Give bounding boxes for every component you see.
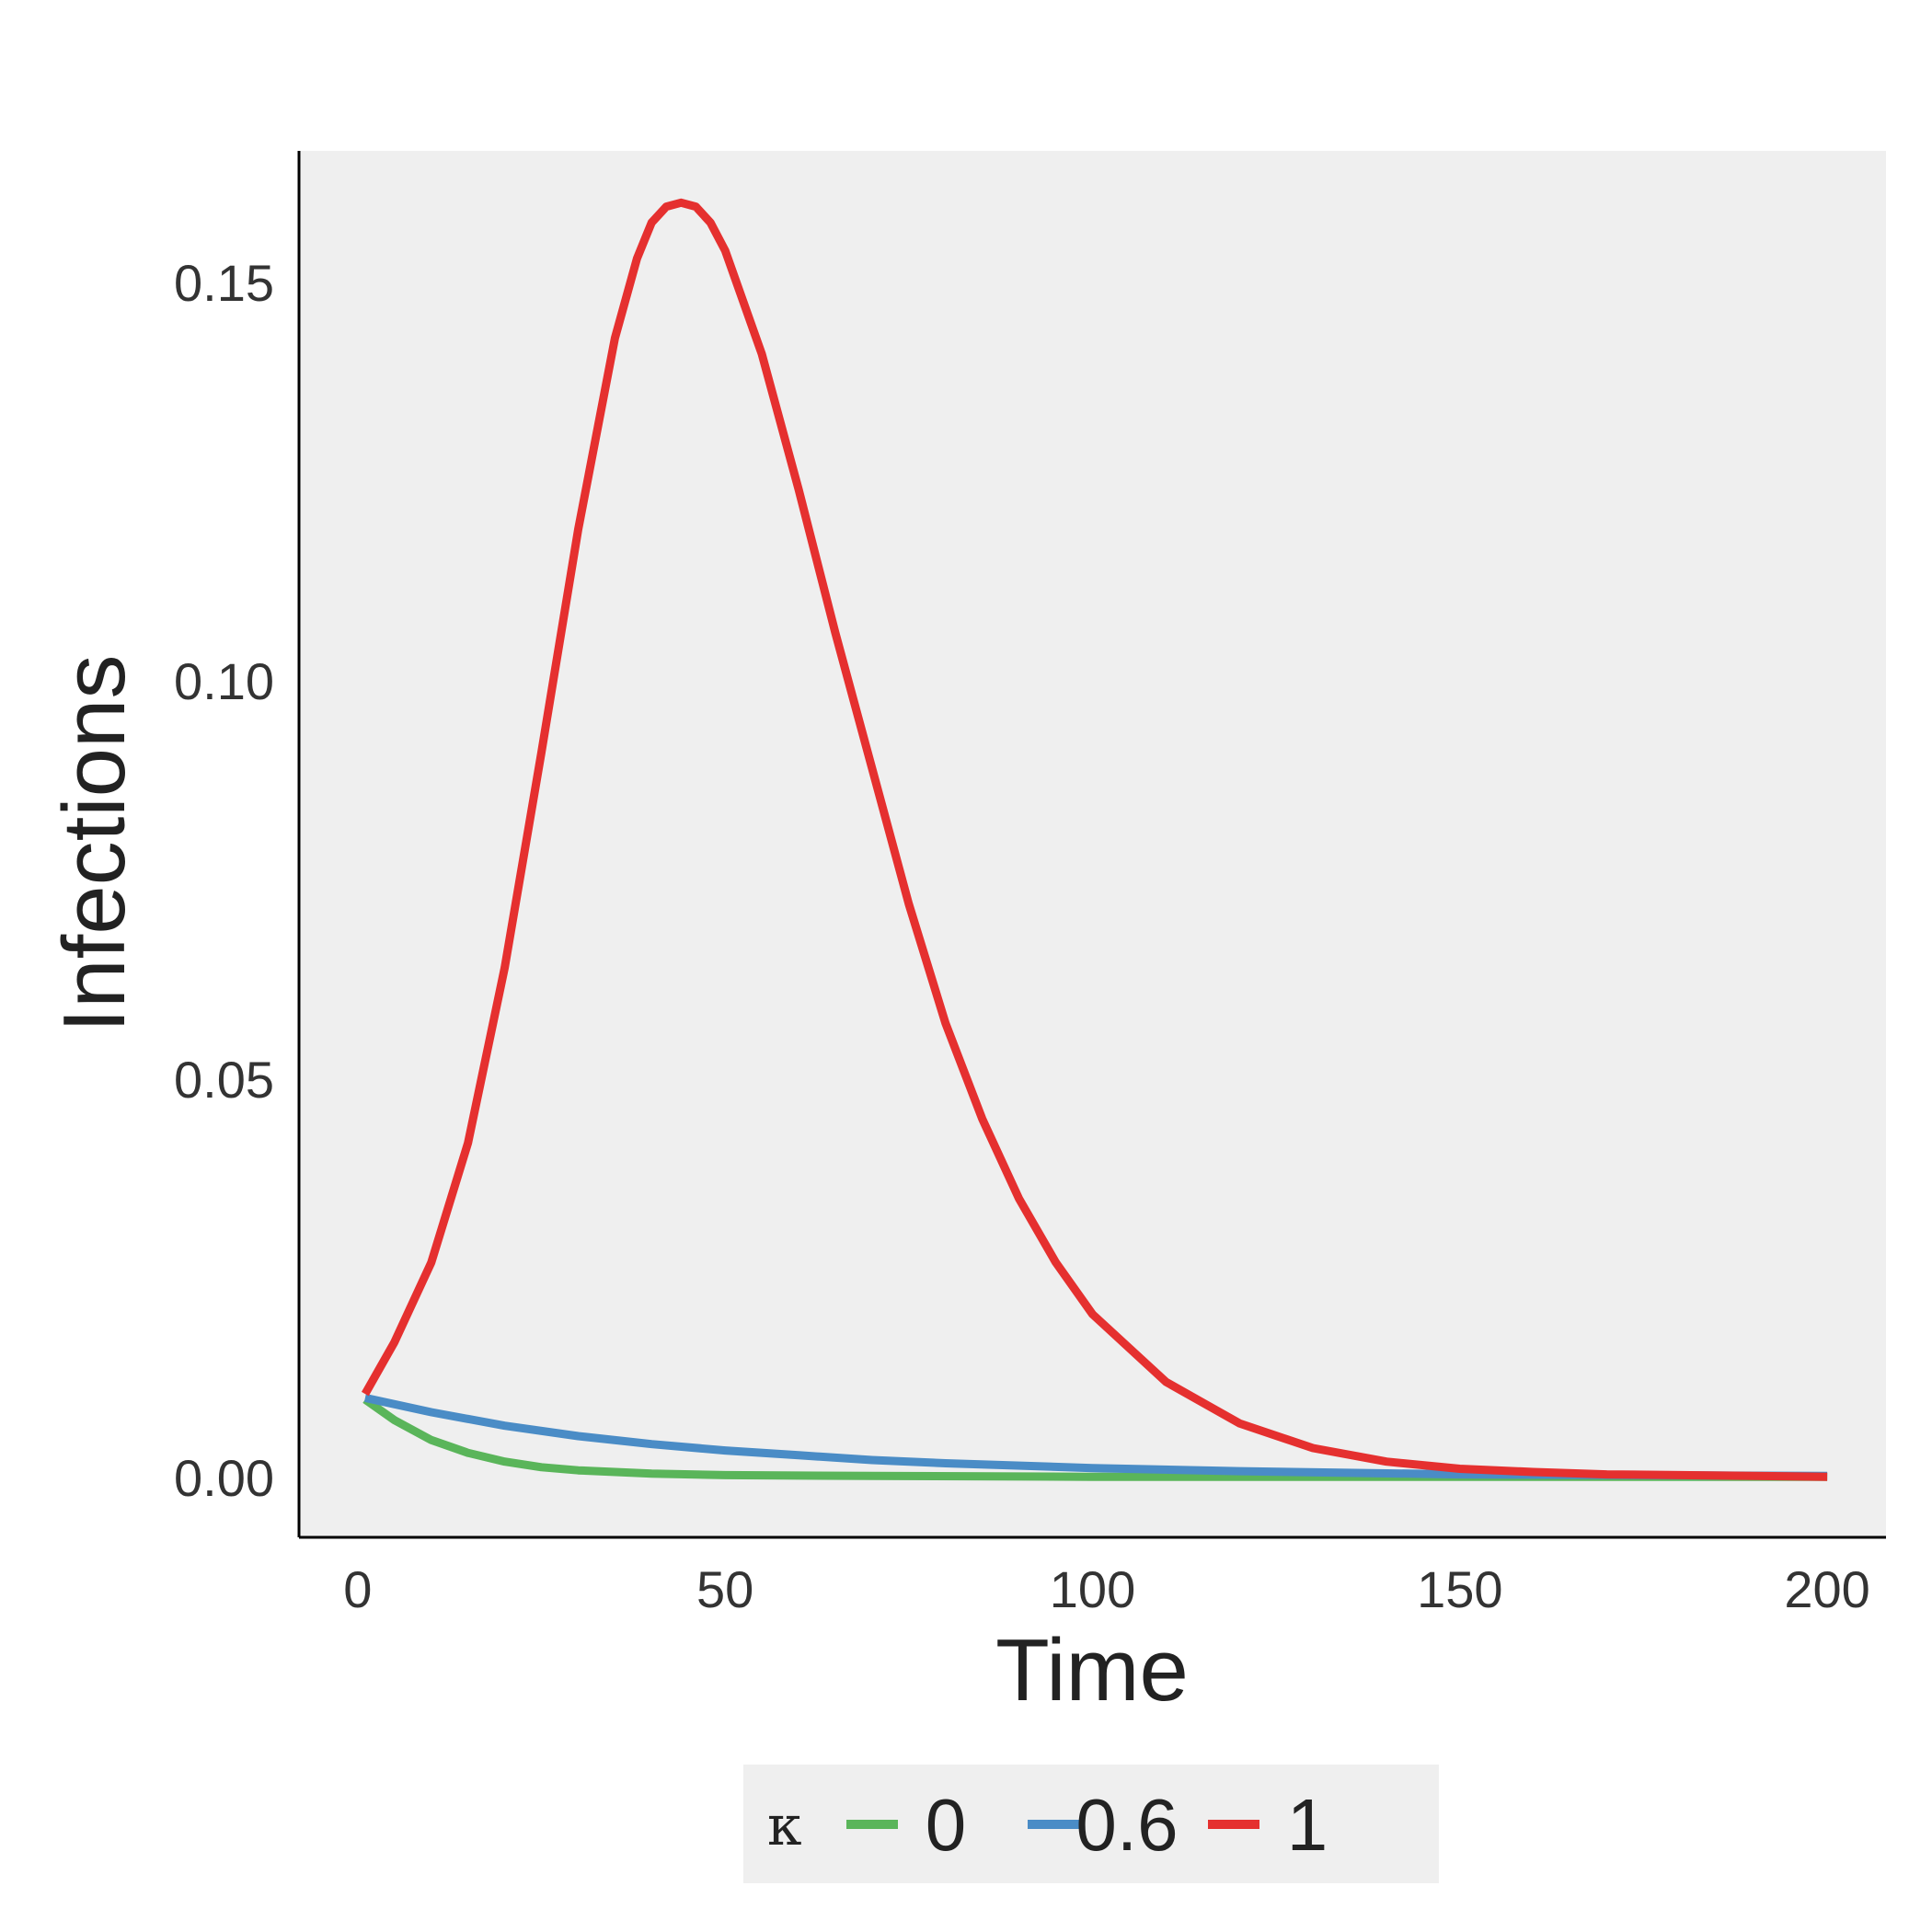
y-tick-labels: 0.00 0.05 0.10 0.15	[174, 254, 274, 1507]
y-tick-label: 0.05	[174, 1051, 274, 1109]
x-tick-label: 150	[1417, 1560, 1502, 1618]
x-tick-label: 200	[1784, 1560, 1869, 1618]
legend-title: κ	[767, 1794, 802, 1858]
series-layer	[361, 198, 1828, 1481]
x-tick-label: 0	[343, 1560, 372, 1618]
plot-panel-background	[299, 151, 1886, 1537]
y-tick-label: 0.00	[174, 1449, 274, 1507]
x-tick-labels: 0 50 100 150 200	[343, 1560, 1870, 1618]
legend-label-2: 1	[1287, 1784, 1328, 1866]
y-tick-label: 0.10	[174, 652, 274, 710]
x-tick-label: 100	[1050, 1560, 1135, 1618]
legend-label-0: 0	[926, 1784, 967, 1866]
legend-items: 0 0.6 1	[846, 1784, 1328, 1866]
series-line-1	[363, 1394, 1828, 1480]
legend-label-1: 0.6	[1075, 1784, 1178, 1866]
legend: κ 0 0.6 1	[743, 1765, 1439, 1883]
x-axis-title: Time	[995, 1621, 1189, 1719]
series-line-0	[362, 1396, 1828, 1481]
series-line-2	[361, 198, 1828, 1481]
x-tick-label: 50	[696, 1560, 753, 1618]
y-axis-title: Infections	[45, 655, 144, 1033]
y-tick-label: 0.15	[174, 254, 274, 312]
